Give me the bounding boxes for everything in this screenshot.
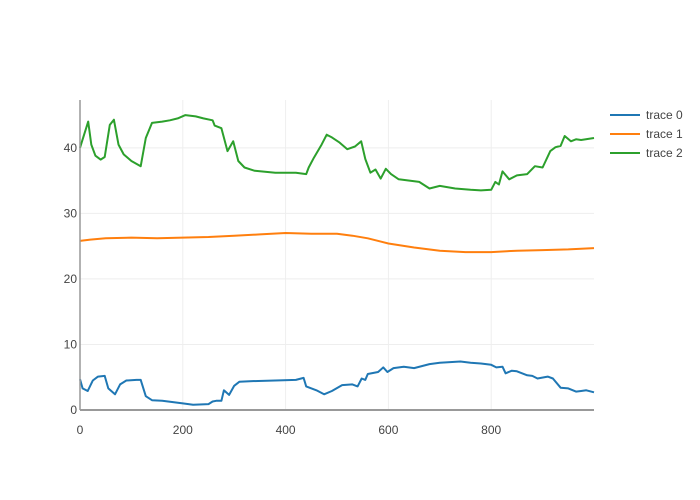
series-line-trace-1 xyxy=(79,232,595,254)
series-lines xyxy=(79,114,595,406)
y-tick-label: 10 xyxy=(64,337,78,351)
y-tick-label: 40 xyxy=(64,141,78,155)
y-tick-label: 20 xyxy=(64,272,78,286)
legend-label: trace 2 xyxy=(646,146,683,160)
legend-label: trace 0 xyxy=(646,108,683,122)
x-tick-label: 0 xyxy=(77,423,84,437)
legend-item[interactable]: trace 1 xyxy=(610,127,683,141)
legend[interactable]: trace 0 trace 1 trace 2 xyxy=(610,108,683,160)
y-tick-label: 0 xyxy=(70,403,77,417)
series-line-trace-2 xyxy=(79,114,595,192)
legend-item[interactable]: trace 0 xyxy=(610,108,683,122)
legend-label: trace 1 xyxy=(646,127,683,141)
series-line-trace-0 xyxy=(79,360,595,406)
x-tick-label: 600 xyxy=(378,423,398,437)
legend-item[interactable]: trace 2 xyxy=(610,146,683,160)
axes: 0 200 400 600 800 0 10 20 30 40 xyxy=(64,100,594,437)
y-tick-label: 30 xyxy=(64,206,78,220)
x-tick-label: 400 xyxy=(276,423,296,437)
x-tick-label: 800 xyxy=(481,423,501,437)
gridlines xyxy=(80,100,594,410)
x-tick-label: 200 xyxy=(173,423,193,437)
